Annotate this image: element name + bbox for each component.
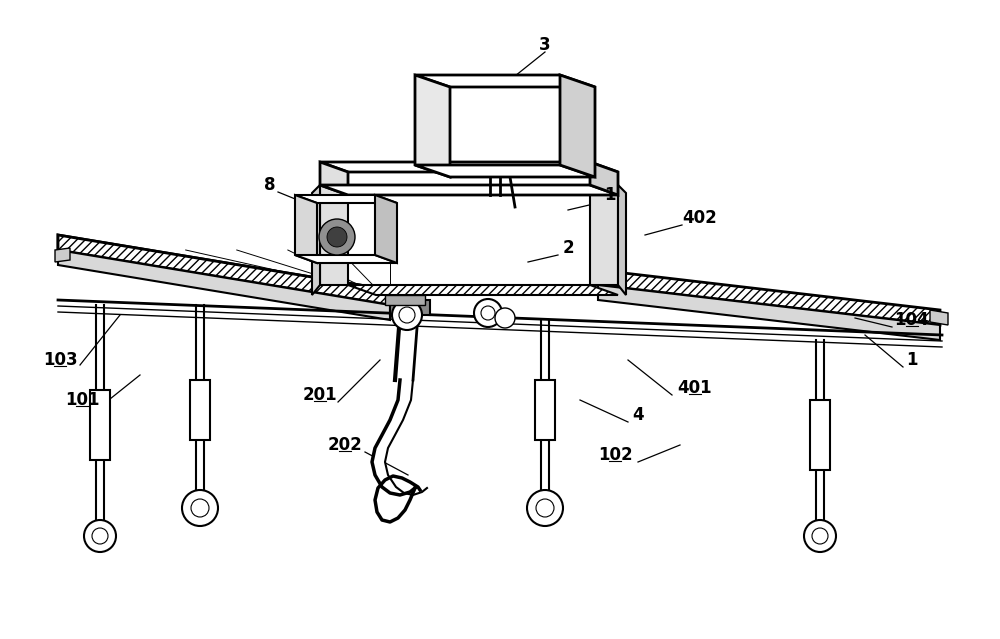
- Polygon shape: [312, 185, 320, 295]
- Polygon shape: [320, 185, 348, 285]
- Text: 3: 3: [539, 36, 551, 54]
- Polygon shape: [320, 162, 348, 195]
- Text: 102: 102: [598, 446, 632, 464]
- Text: 201: 201: [303, 386, 337, 404]
- Polygon shape: [390, 493, 413, 495]
- Circle shape: [804, 520, 836, 552]
- Polygon shape: [295, 255, 397, 263]
- Polygon shape: [295, 195, 397, 203]
- Polygon shape: [372, 462, 388, 475]
- Polygon shape: [55, 248, 70, 262]
- Polygon shape: [535, 380, 555, 440]
- Circle shape: [527, 490, 563, 526]
- Text: 202: 202: [328, 436, 362, 454]
- Polygon shape: [90, 390, 110, 460]
- Circle shape: [92, 528, 108, 544]
- Text: 8: 8: [264, 176, 276, 194]
- Circle shape: [399, 307, 415, 323]
- Circle shape: [474, 299, 502, 327]
- Text: 2: 2: [562, 239, 574, 257]
- Polygon shape: [190, 380, 210, 440]
- Polygon shape: [390, 400, 411, 420]
- Polygon shape: [410, 488, 427, 492]
- Polygon shape: [375, 195, 397, 263]
- Text: 1: 1: [906, 351, 918, 369]
- Circle shape: [481, 306, 495, 320]
- Polygon shape: [618, 185, 626, 295]
- Polygon shape: [58, 235, 390, 305]
- Polygon shape: [372, 448, 388, 462]
- Text: 401: 401: [678, 379, 712, 397]
- Circle shape: [327, 227, 347, 247]
- Polygon shape: [415, 75, 595, 87]
- Polygon shape: [415, 75, 450, 177]
- Polygon shape: [58, 235, 390, 305]
- Text: 101: 101: [65, 391, 99, 409]
- Polygon shape: [415, 165, 595, 177]
- Text: 402: 402: [683, 209, 717, 227]
- Circle shape: [319, 219, 355, 255]
- Polygon shape: [320, 185, 618, 195]
- Polygon shape: [295, 195, 317, 263]
- Polygon shape: [58, 250, 390, 320]
- Circle shape: [495, 308, 515, 328]
- Text: 1: 1: [604, 186, 616, 204]
- Circle shape: [84, 520, 116, 552]
- Polygon shape: [598, 270, 940, 325]
- Text: 104: 104: [895, 311, 929, 329]
- Polygon shape: [375, 435, 395, 448]
- Circle shape: [812, 528, 828, 544]
- Circle shape: [191, 499, 209, 517]
- Polygon shape: [398, 380, 413, 400]
- Polygon shape: [348, 285, 618, 295]
- Text: 4: 4: [632, 406, 644, 424]
- Polygon shape: [320, 162, 618, 172]
- Circle shape: [536, 499, 554, 517]
- Polygon shape: [400, 492, 422, 495]
- Circle shape: [182, 490, 218, 526]
- Polygon shape: [560, 75, 595, 177]
- Polygon shape: [385, 295, 425, 305]
- Text: 103: 103: [43, 351, 77, 369]
- Polygon shape: [382, 420, 403, 435]
- Polygon shape: [590, 162, 618, 195]
- Polygon shape: [382, 487, 404, 493]
- Polygon shape: [930, 310, 948, 325]
- Polygon shape: [590, 185, 618, 285]
- Circle shape: [392, 300, 422, 330]
- Polygon shape: [598, 285, 940, 340]
- Polygon shape: [390, 300, 430, 315]
- Polygon shape: [375, 475, 396, 487]
- Polygon shape: [810, 400, 830, 470]
